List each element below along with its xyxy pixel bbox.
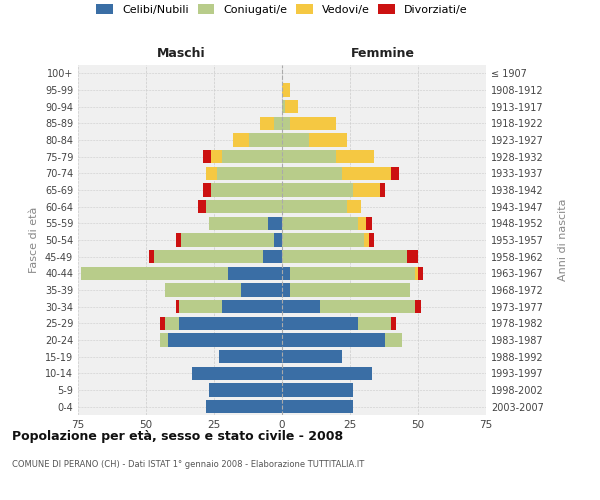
Bar <box>263 250 282 264</box>
Bar <box>367 216 372 230</box>
Bar <box>342 166 391 180</box>
Bar <box>282 166 342 180</box>
Text: Maschi: Maschi <box>157 47 206 60</box>
Bar <box>415 266 418 280</box>
Bar <box>206 200 282 213</box>
Bar <box>282 284 290 296</box>
Bar <box>268 216 282 230</box>
Bar <box>282 316 358 330</box>
Bar <box>353 184 380 196</box>
Bar <box>282 116 290 130</box>
Bar <box>274 116 282 130</box>
Bar <box>197 200 206 213</box>
Bar <box>282 84 290 96</box>
Bar <box>160 334 168 346</box>
Bar <box>282 134 309 146</box>
Bar <box>165 284 241 296</box>
Bar <box>274 234 282 246</box>
Bar <box>233 134 250 146</box>
Bar <box>282 400 353 413</box>
Y-axis label: Fasce di età: Fasce di età <box>29 207 39 273</box>
Bar <box>358 316 391 330</box>
Bar <box>227 266 282 280</box>
Bar <box>211 150 222 164</box>
Bar <box>290 116 337 130</box>
Bar <box>81 266 227 280</box>
Bar <box>358 216 367 230</box>
Bar <box>282 300 320 314</box>
Bar <box>168 334 282 346</box>
Bar <box>209 216 268 230</box>
Bar <box>176 234 181 246</box>
Bar <box>282 250 407 264</box>
Legend: Celibi/Nubili, Coniugati/e, Vedovi/e, Divorziati/e: Celibi/Nubili, Coniugati/e, Vedovi/e, Di… <box>94 2 470 18</box>
Bar <box>149 250 154 264</box>
Bar <box>418 266 424 280</box>
Bar <box>391 166 399 180</box>
Bar <box>282 366 372 380</box>
Bar <box>179 300 222 314</box>
Bar <box>250 134 282 146</box>
Bar <box>282 350 342 364</box>
Bar <box>282 184 353 196</box>
Bar <box>347 200 361 213</box>
Bar <box>391 316 396 330</box>
Bar <box>206 166 217 180</box>
Bar <box>222 300 282 314</box>
Bar <box>192 366 282 380</box>
Bar <box>179 316 282 330</box>
Bar <box>203 184 211 196</box>
Bar <box>282 234 364 246</box>
Bar <box>309 134 347 146</box>
Bar <box>209 384 282 396</box>
Bar <box>364 234 369 246</box>
Bar <box>154 250 263 264</box>
Bar <box>385 334 401 346</box>
Bar <box>415 300 421 314</box>
Bar <box>290 266 415 280</box>
Bar <box>220 350 282 364</box>
Bar <box>282 100 285 114</box>
Bar <box>222 150 282 164</box>
Text: COMUNE DI PERANO (CH) - Dati ISTAT 1° gennaio 2008 - Elaborazione TUTTITALIA.IT: COMUNE DI PERANO (CH) - Dati ISTAT 1° ge… <box>12 460 364 469</box>
Bar <box>290 284 410 296</box>
Bar <box>282 216 358 230</box>
Bar <box>407 250 418 264</box>
Bar <box>282 384 353 396</box>
Bar <box>203 150 211 164</box>
Bar <box>282 266 290 280</box>
Bar <box>337 150 374 164</box>
Text: Femmine: Femmine <box>350 47 415 60</box>
Y-axis label: Anni di nascita: Anni di nascita <box>557 198 568 281</box>
Bar <box>369 234 374 246</box>
Bar <box>165 316 179 330</box>
Bar <box>320 300 415 314</box>
Bar <box>285 100 298 114</box>
Bar <box>176 300 179 314</box>
Bar <box>160 316 165 330</box>
Bar <box>380 184 385 196</box>
Bar <box>241 284 282 296</box>
Bar <box>282 200 347 213</box>
Bar <box>211 184 282 196</box>
Bar <box>282 150 337 164</box>
Bar <box>260 116 274 130</box>
Text: Popolazione per età, sesso e stato civile - 2008: Popolazione per età, sesso e stato civil… <box>12 430 343 443</box>
Bar <box>181 234 274 246</box>
Bar <box>217 166 282 180</box>
Bar <box>206 400 282 413</box>
Bar <box>282 334 385 346</box>
